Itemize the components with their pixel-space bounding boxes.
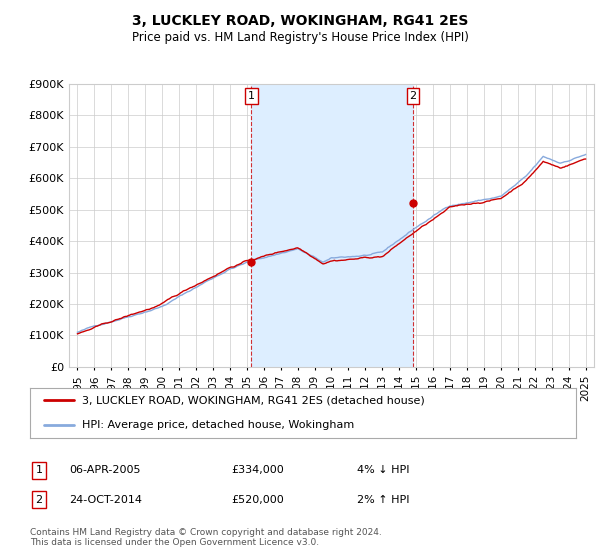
Text: 24-OCT-2014: 24-OCT-2014 — [69, 494, 142, 505]
Text: 1: 1 — [248, 91, 255, 101]
Text: Contains HM Land Registry data © Crown copyright and database right 2024.
This d: Contains HM Land Registry data © Crown c… — [30, 528, 382, 547]
Text: 1: 1 — [35, 465, 43, 475]
Text: 06-APR-2005: 06-APR-2005 — [69, 465, 140, 475]
Text: 2% ↑ HPI: 2% ↑ HPI — [357, 494, 409, 505]
Text: £520,000: £520,000 — [231, 494, 284, 505]
Text: 2: 2 — [409, 91, 416, 101]
Text: HPI: Average price, detached house, Wokingham: HPI: Average price, detached house, Woki… — [82, 421, 354, 430]
Text: 3, LUCKLEY ROAD, WOKINGHAM, RG41 2ES: 3, LUCKLEY ROAD, WOKINGHAM, RG41 2ES — [132, 14, 468, 28]
Text: 4% ↓ HPI: 4% ↓ HPI — [357, 465, 409, 475]
Text: Price paid vs. HM Land Registry's House Price Index (HPI): Price paid vs. HM Land Registry's House … — [131, 31, 469, 44]
Text: 2: 2 — [35, 494, 43, 505]
Text: £334,000: £334,000 — [231, 465, 284, 475]
Text: 3, LUCKLEY ROAD, WOKINGHAM, RG41 2ES (detached house): 3, LUCKLEY ROAD, WOKINGHAM, RG41 2ES (de… — [82, 395, 425, 405]
Bar — [251, 84, 413, 367]
